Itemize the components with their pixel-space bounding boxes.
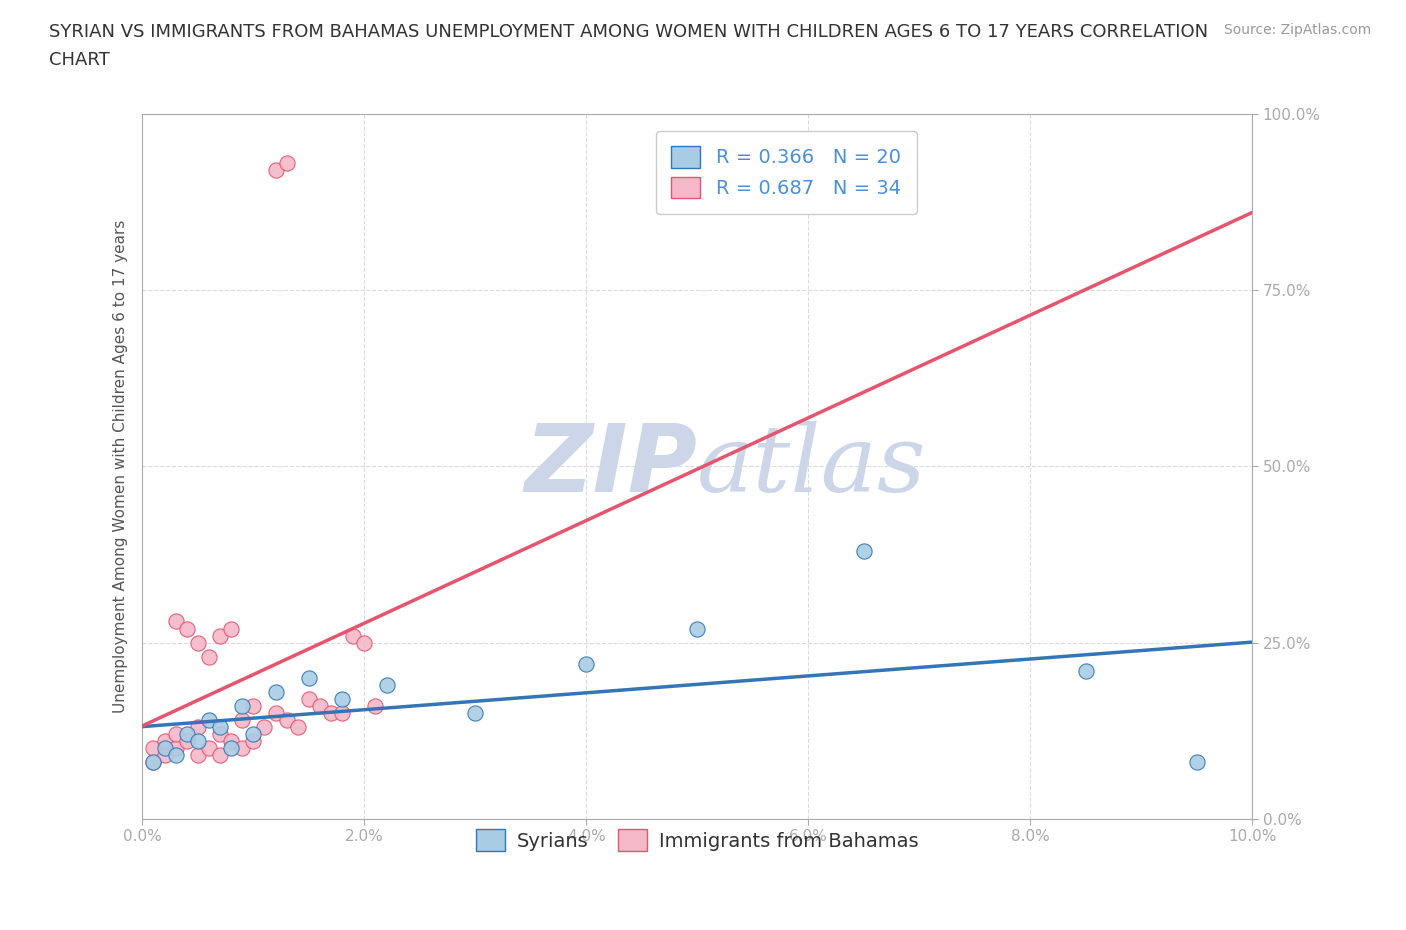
Text: Source: ZipAtlas.com: Source: ZipAtlas.com [1223,23,1371,37]
Point [219,734,242,749]
Point [276,712,298,727]
Point [231,712,253,727]
Point [231,741,253,756]
Point [153,741,176,756]
Point [176,734,198,749]
Point [208,726,231,741]
Point [198,741,221,756]
Point [298,692,321,707]
Point [142,755,165,770]
Point [198,649,221,664]
Point [142,755,165,770]
Point [153,748,176,763]
Point [176,621,198,636]
Point [165,726,187,741]
Point [342,628,364,643]
Point [142,741,165,756]
Point [208,628,231,643]
Point [176,726,198,741]
Legend: Syrians, Immigrants from Bahamas: Syrians, Immigrants from Bahamas [468,822,927,858]
Point [1074,663,1097,678]
Point [852,543,875,558]
Point [464,706,486,721]
Text: CHART: CHART [49,51,110,69]
Point [187,720,209,735]
Point [264,684,287,699]
Point [330,706,353,721]
Point [165,748,187,763]
Point [353,635,375,650]
Point [242,734,264,749]
Point [330,692,353,707]
Point [219,741,242,756]
Point [187,748,209,763]
Point [276,156,298,171]
Point [686,621,709,636]
Point [298,671,321,685]
Point [575,657,598,671]
Y-axis label: Unemployment Among Women with Children Ages 6 to 17 years: Unemployment Among Women with Children A… [114,219,128,713]
Point [309,698,332,713]
Point [253,720,276,735]
Point [319,706,342,721]
Point [165,741,187,756]
Point [187,635,209,650]
Point [187,734,209,749]
Text: atlas: atlas [697,421,927,512]
Point [165,614,187,629]
Point [264,706,287,721]
Point [208,720,231,735]
Point [208,748,231,763]
Text: SYRIAN VS IMMIGRANTS FROM BAHAMAS UNEMPLOYMENT AMONG WOMEN WITH CHILDREN AGES 6 : SYRIAN VS IMMIGRANTS FROM BAHAMAS UNEMPL… [49,23,1208,41]
Point [219,621,242,636]
Point [242,698,264,713]
Point [287,720,309,735]
Point [375,677,398,692]
Point [153,734,176,749]
Point [1185,755,1208,770]
Point [242,726,264,741]
Point [198,712,221,727]
Point [364,698,387,713]
Text: ZIP: ZIP [524,420,697,512]
Point [231,698,253,713]
Point [264,163,287,178]
